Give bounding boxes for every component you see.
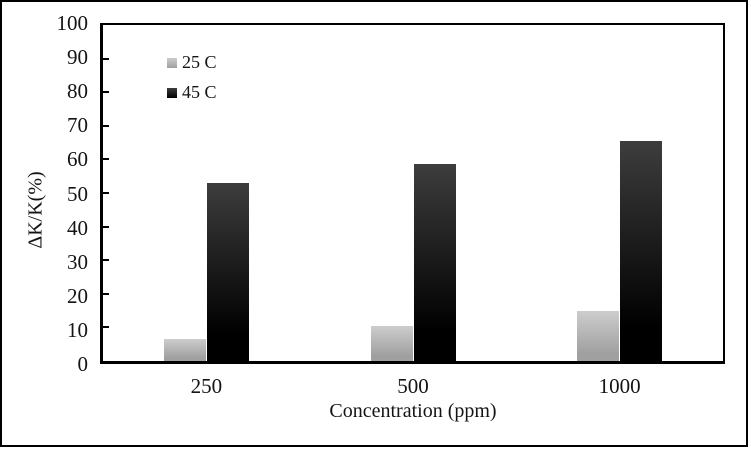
- y-tick-label: 20: [67, 283, 88, 308]
- y-axis-title: ΔK/K(%): [24, 171, 47, 249]
- legend-swatch-icon: [167, 87, 177, 98]
- y-tick-label: 30: [67, 249, 88, 274]
- y-tick-label: 50: [67, 181, 88, 206]
- x-tick-label: 500: [397, 374, 429, 398]
- bar-25c-1000: [577, 310, 620, 361]
- bar-25c-500: [370, 325, 413, 361]
- y-tick-label: 10: [67, 317, 88, 342]
- legend-label: 45 C: [182, 82, 217, 102]
- legend-label: 25 C: [182, 52, 217, 72]
- y-tick-label: 100: [56, 11, 89, 35]
- y-tick-mark: [103, 225, 109, 228]
- x-tick-label: 250: [190, 374, 223, 398]
- y-tick-label: 40: [67, 215, 88, 240]
- legend-item: 25 C: [167, 53, 217, 72]
- bar-45c-250: [206, 182, 249, 361]
- y-tick-label: 70: [67, 113, 88, 138]
- y-tick-label: 90: [67, 45, 88, 70]
- legend-item: 45 C: [167, 83, 217, 102]
- y-tick-mark: [103, 292, 109, 295]
- y-tick-label: 60: [67, 147, 88, 172]
- x-axis-title: Concentration (ppm): [329, 400, 497, 422]
- y-tick-mark: [103, 192, 109, 194]
- y-tick-mark: [103, 326, 109, 329]
- y-tick-mark: [103, 124, 109, 127]
- y-tick-label: 0: [77, 352, 89, 376]
- legend: 25 C 45 C: [167, 53, 217, 102]
- x-tick-label: 1000: [598, 374, 641, 398]
- bar-25c-250: [163, 339, 206, 361]
- y-tick-mark: [103, 57, 109, 60]
- plot-area: [100, 23, 725, 364]
- y-tick-mark: [103, 91, 109, 94]
- bar-45c-1000: [620, 140, 663, 361]
- y-tick-mark: [103, 158, 109, 161]
- y-tick-label: 80: [67, 79, 88, 104]
- legend-swatch-icon: [167, 57, 177, 68]
- y-tick-mark: [103, 259, 109, 262]
- bar-45c-500: [413, 164, 456, 361]
